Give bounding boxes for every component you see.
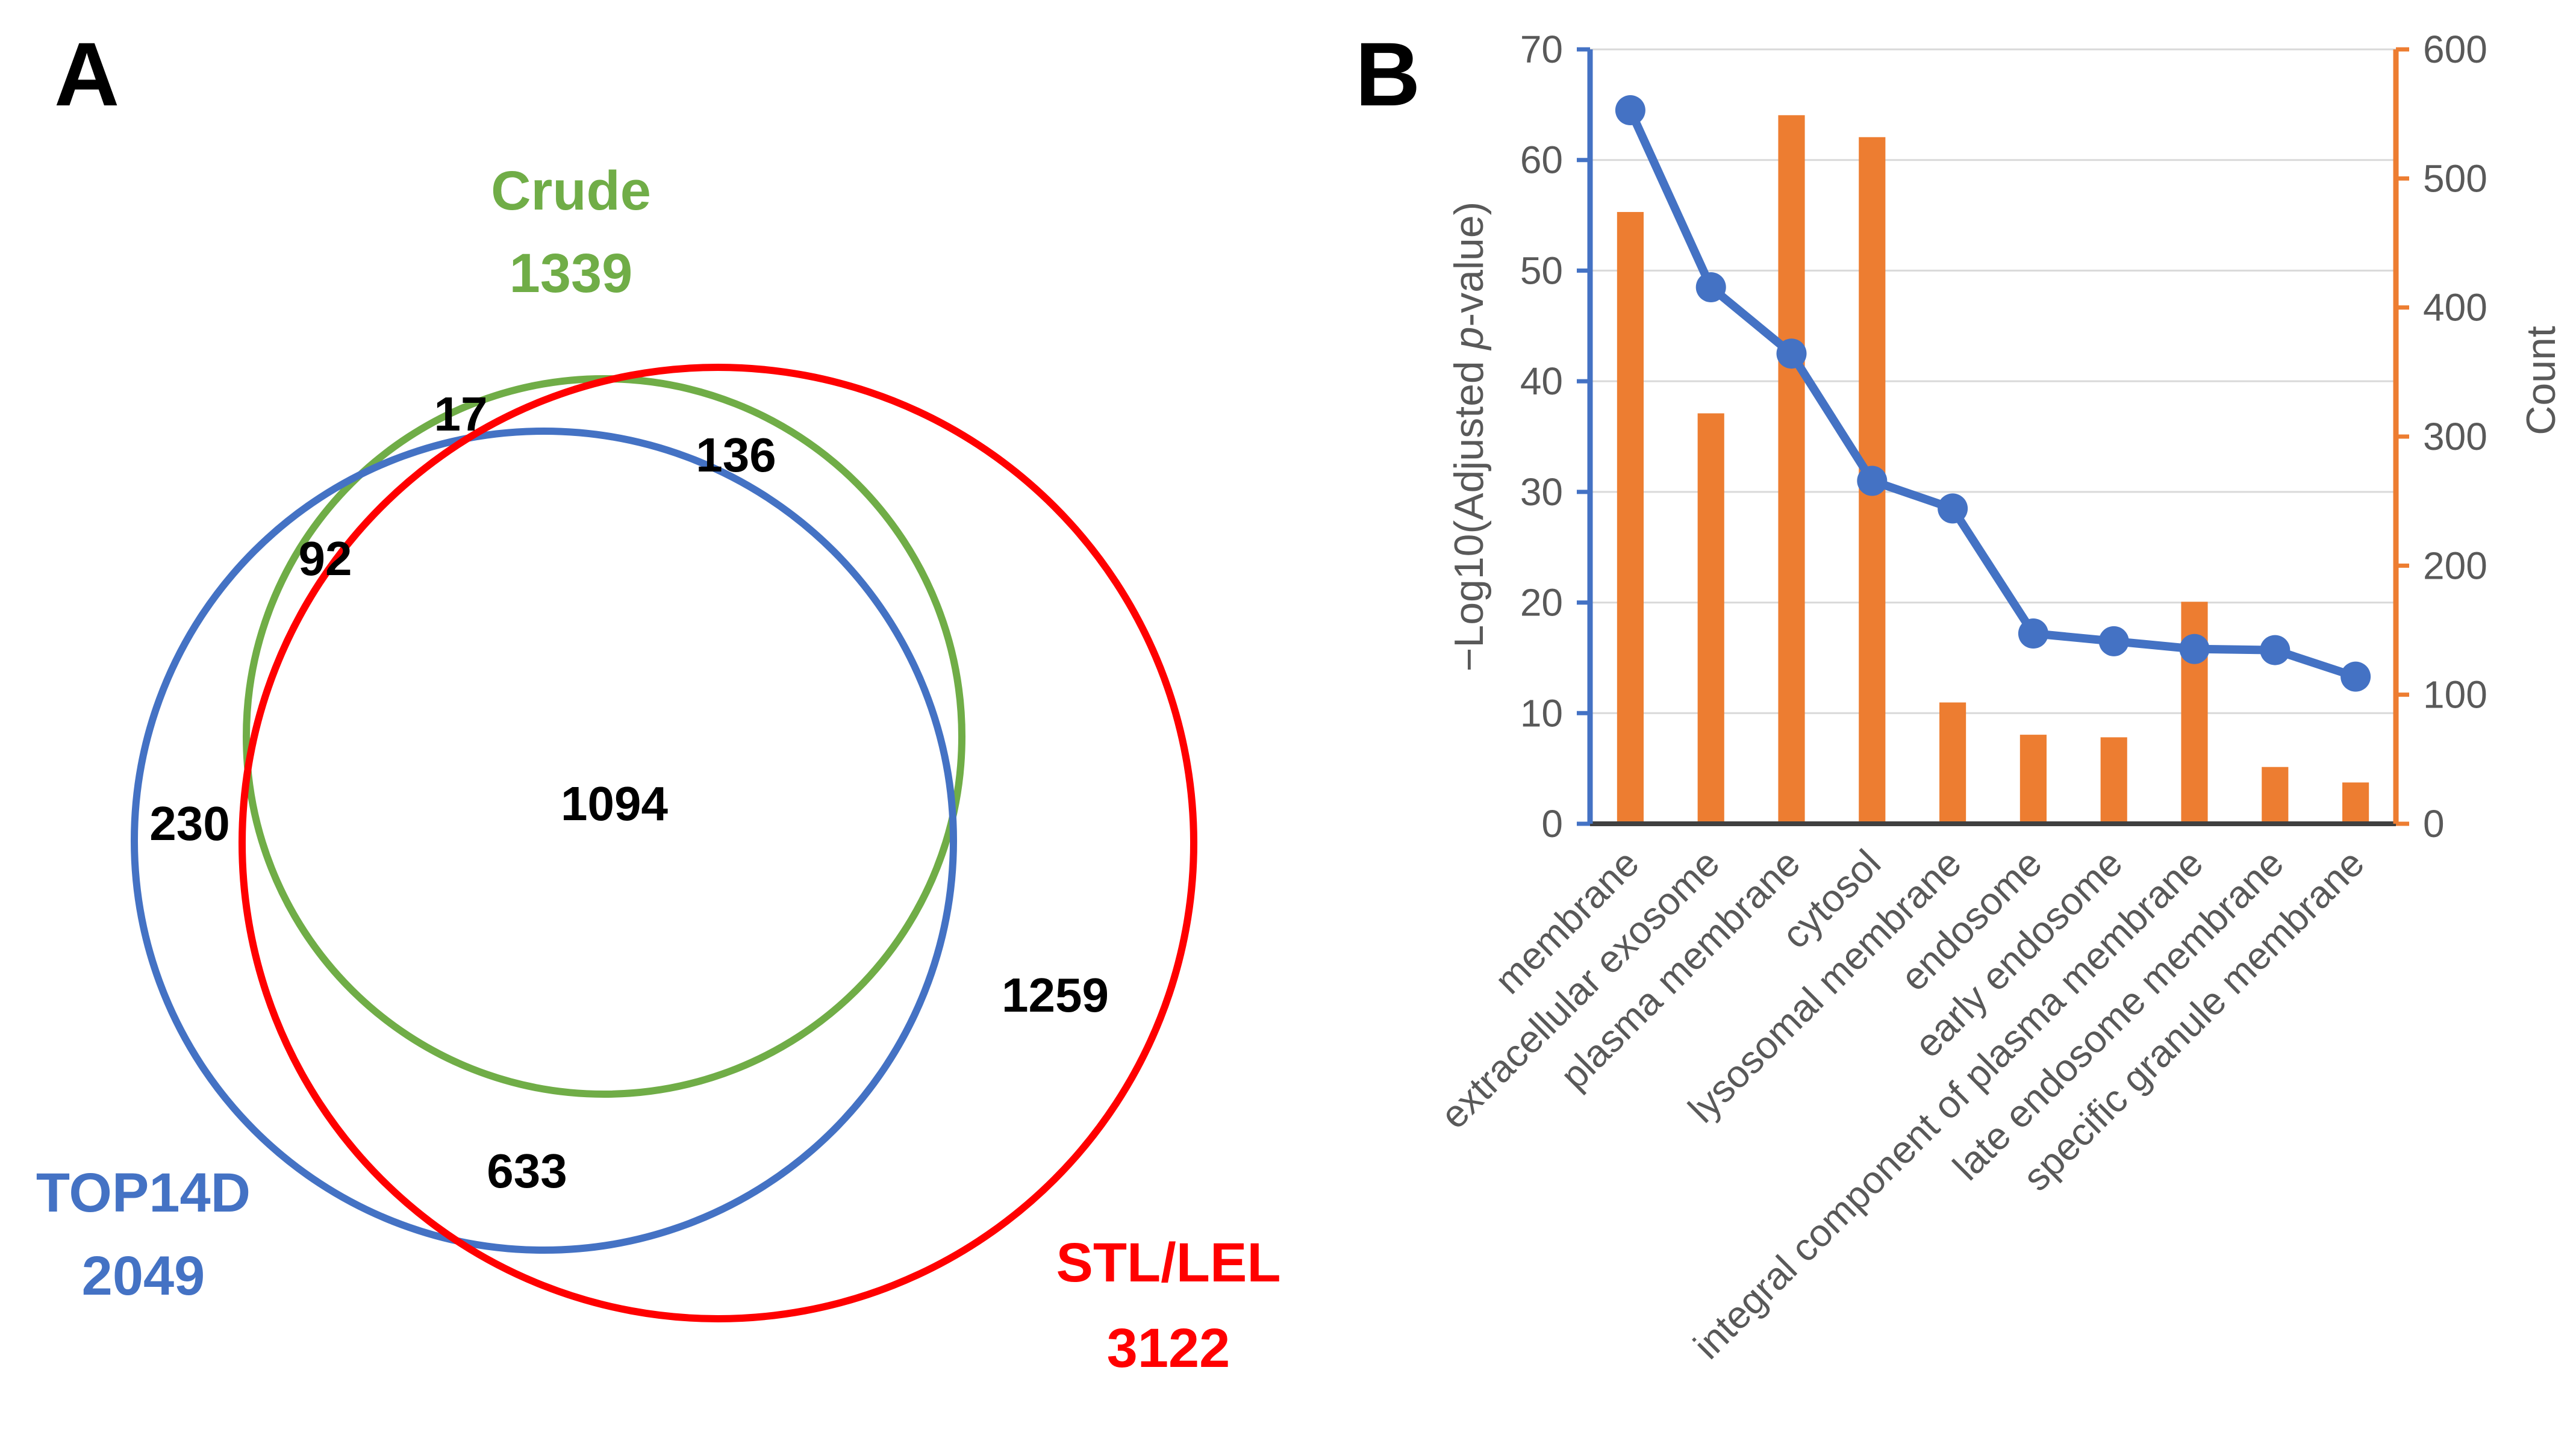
- left-y-axis-title-prefix: −Log10(Adjusted: [1446, 349, 1492, 671]
- left-tick-label-4: 40: [1520, 359, 1563, 403]
- panel-letter-b: B: [1355, 23, 1420, 125]
- pvalue-point-5: [2018, 618, 2048, 649]
- left-tick-label-0: 0: [1541, 802, 1563, 845]
- left-tick-label-5: 50: [1520, 249, 1563, 292]
- count-bar-1: [1697, 413, 1724, 824]
- region-count-top14d-only: 230: [149, 797, 229, 850]
- pvalue-point-1: [1695, 272, 1726, 302]
- right-tick-label-3: 300: [2423, 415, 2487, 458]
- right-tick-label-5: 500: [2423, 157, 2487, 200]
- venn-circle-crude: [243, 375, 965, 1098]
- left-tick-label-2: 20: [1520, 581, 1563, 624]
- set-total-crude: 1339: [510, 243, 633, 304]
- left-y-axis-title: −Log10(Adjusted p-value): [1446, 202, 1492, 672]
- region-count-crude-only: 92: [299, 532, 352, 585]
- pvalue-point-3: [1857, 465, 1888, 496]
- pvalue-point-0: [1615, 95, 1645, 126]
- region-count-all-three: 1094: [561, 777, 668, 830]
- pvalue-point-7: [2179, 633, 2210, 664]
- pvalue-line: [1626, 108, 2357, 681]
- left-y-axis-title-italic: p: [1446, 327, 1492, 351]
- region-count-stl-lel-only: 1259: [1002, 968, 1109, 1022]
- count-bar-8: [2262, 767, 2289, 824]
- right-y-axis-title: Count: [2518, 326, 2564, 435]
- pvalue-point-9: [2341, 661, 2371, 692]
- region-count-crude-stl-lel: 136: [696, 428, 776, 482]
- chart-gridlines: [1590, 48, 2396, 714]
- set-name-top14d: TOP14D: [36, 1162, 251, 1224]
- pvalue-point-4: [1938, 493, 1968, 524]
- right-tick-label-1: 100: [2423, 673, 2487, 717]
- chart-bars: [1617, 115, 2369, 824]
- venn-panel: A Crude 1339 TOP14D 2049 STL/LEL 3122 17…: [36, 23, 1281, 1379]
- right-tick-label-6: 600: [2423, 28, 2487, 71]
- right-tick-label-2: 200: [2423, 544, 2487, 587]
- right-y-ticks: 0 100 200 300 400 500 600: [2396, 28, 2487, 845]
- pvalue-points: [1615, 95, 2371, 692]
- left-tick-label-3: 30: [1520, 470, 1563, 514]
- chart-panel: B 0 10 20 30 40 50 60 70 0 100 200 300 400 500 600 me…: [1355, 23, 2564, 1367]
- set-total-stl-lel: 3122: [1107, 1318, 1230, 1379]
- right-tick-label-4: 400: [2423, 286, 2487, 329]
- pvalue-point-8: [2260, 635, 2291, 665]
- count-bar-2: [1778, 115, 1805, 824]
- set-name-stl-lel: STL/LEL: [1056, 1232, 1280, 1293]
- count-bar-4: [1939, 702, 1966, 824]
- count-bar-6: [2100, 737, 2127, 824]
- left-tick-label-1: 10: [1520, 691, 1563, 735]
- region-count-top14d-stl-lel: 633: [487, 1144, 567, 1198]
- left-y-axis-title-suffix: -value): [1446, 202, 1492, 327]
- left-tick-label-6: 60: [1520, 138, 1563, 182]
- left-tick-label-7: 70: [1520, 28, 1563, 71]
- right-tick-label-0: 0: [2423, 802, 2445, 845]
- left-y-ticks: 0 10 20 30 40 50 60 70: [1520, 28, 1590, 845]
- venn-circle-stl-lel: [239, 364, 1197, 1322]
- count-bar-5: [2019, 735, 2047, 824]
- set-total-top14d: 2049: [82, 1245, 205, 1307]
- pvalue-point-6: [2098, 626, 2129, 656]
- region-count-crude-top14d: 17: [434, 387, 488, 441]
- venn-circle-top14d: [131, 428, 957, 1254]
- pvalue-point-2: [1776, 338, 1807, 369]
- set-name-crude: Crude: [491, 160, 651, 222]
- count-bar-0: [1617, 212, 1644, 824]
- count-bar-9: [2342, 782, 2369, 824]
- panel-letter-a: A: [54, 23, 119, 125]
